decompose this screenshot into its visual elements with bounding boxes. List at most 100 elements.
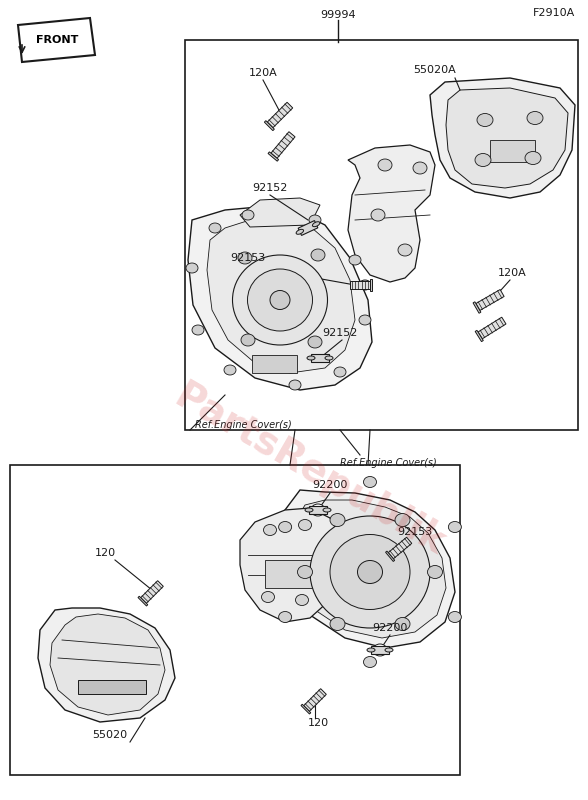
- Ellipse shape: [413, 162, 427, 174]
- Bar: [252, 355, 297, 373]
- Polygon shape: [446, 88, 568, 188]
- Text: 120: 120: [308, 718, 329, 728]
- Ellipse shape: [371, 209, 385, 221]
- Polygon shape: [271, 132, 295, 158]
- Text: 92152: 92152: [322, 328, 358, 338]
- Ellipse shape: [475, 154, 491, 166]
- Polygon shape: [207, 220, 355, 373]
- Polygon shape: [38, 608, 175, 722]
- Polygon shape: [475, 330, 483, 342]
- Ellipse shape: [330, 534, 410, 610]
- Text: 55020A: 55020A: [413, 65, 456, 75]
- Ellipse shape: [527, 111, 543, 125]
- Text: 92200: 92200: [372, 623, 407, 633]
- Ellipse shape: [296, 594, 309, 606]
- Text: 92152: 92152: [252, 183, 288, 193]
- Bar: [490, 140, 535, 162]
- Polygon shape: [473, 302, 481, 314]
- Ellipse shape: [398, 244, 412, 256]
- Ellipse shape: [307, 356, 315, 360]
- Polygon shape: [386, 551, 395, 562]
- Ellipse shape: [299, 519, 312, 530]
- Ellipse shape: [238, 252, 252, 264]
- Polygon shape: [476, 290, 504, 310]
- Polygon shape: [138, 596, 148, 606]
- Ellipse shape: [242, 210, 254, 220]
- Bar: [185, 40, 578, 430]
- Ellipse shape: [373, 644, 387, 656]
- Polygon shape: [240, 508, 345, 622]
- Ellipse shape: [305, 508, 313, 512]
- Text: 55020: 55020: [92, 730, 128, 740]
- Ellipse shape: [395, 514, 410, 526]
- Ellipse shape: [279, 522, 292, 533]
- Text: PartsRepublik: PartsRepublik: [168, 377, 452, 563]
- Ellipse shape: [270, 290, 290, 310]
- Ellipse shape: [279, 611, 292, 622]
- Polygon shape: [268, 102, 293, 128]
- Ellipse shape: [186, 263, 198, 273]
- Ellipse shape: [449, 611, 462, 622]
- Text: 120: 120: [95, 548, 116, 558]
- Ellipse shape: [241, 334, 255, 346]
- Polygon shape: [350, 281, 370, 289]
- Polygon shape: [388, 538, 412, 558]
- Ellipse shape: [263, 525, 276, 535]
- Ellipse shape: [334, 367, 346, 377]
- Ellipse shape: [449, 522, 462, 533]
- Text: FRONT: FRONT: [36, 35, 78, 45]
- Polygon shape: [290, 500, 446, 638]
- Polygon shape: [50, 614, 165, 715]
- Text: Ref.Engine Cover(s): Ref.Engine Cover(s): [195, 420, 292, 430]
- Text: 99994: 99994: [320, 10, 356, 20]
- Ellipse shape: [385, 648, 393, 652]
- Ellipse shape: [262, 591, 275, 602]
- Polygon shape: [309, 506, 327, 514]
- Ellipse shape: [330, 618, 345, 630]
- Ellipse shape: [311, 249, 325, 261]
- Text: 120A: 120A: [249, 68, 278, 78]
- Polygon shape: [301, 704, 310, 714]
- Ellipse shape: [525, 151, 541, 165]
- Polygon shape: [478, 317, 506, 339]
- Text: 92200: 92200: [312, 480, 348, 490]
- Ellipse shape: [349, 255, 361, 265]
- Polygon shape: [371, 646, 389, 654]
- Polygon shape: [370, 279, 372, 291]
- Ellipse shape: [224, 365, 236, 375]
- Polygon shape: [141, 581, 163, 603]
- Ellipse shape: [296, 230, 303, 234]
- Ellipse shape: [323, 508, 331, 512]
- Ellipse shape: [367, 648, 375, 652]
- Polygon shape: [298, 221, 318, 235]
- Ellipse shape: [209, 223, 221, 233]
- Ellipse shape: [289, 380, 301, 390]
- Text: 92153: 92153: [397, 527, 433, 537]
- Ellipse shape: [310, 516, 430, 628]
- Ellipse shape: [298, 566, 312, 578]
- Bar: [10, 465, 460, 775]
- Polygon shape: [280, 490, 455, 648]
- Bar: [265, 560, 327, 588]
- Ellipse shape: [363, 477, 376, 487]
- Polygon shape: [268, 152, 279, 161]
- Polygon shape: [188, 207, 372, 390]
- Ellipse shape: [192, 325, 204, 335]
- Bar: [78, 680, 146, 694]
- Polygon shape: [265, 121, 275, 130]
- Ellipse shape: [363, 657, 376, 667]
- Polygon shape: [240, 198, 320, 227]
- Ellipse shape: [395, 618, 410, 630]
- Polygon shape: [430, 78, 575, 198]
- Ellipse shape: [359, 315, 371, 325]
- Polygon shape: [311, 354, 329, 362]
- Text: 120A: 120A: [497, 268, 526, 278]
- Polygon shape: [303, 689, 326, 711]
- Ellipse shape: [311, 504, 325, 516]
- Text: 92153: 92153: [230, 253, 266, 263]
- Ellipse shape: [359, 280, 371, 290]
- Ellipse shape: [330, 514, 345, 526]
- Ellipse shape: [309, 215, 321, 225]
- Ellipse shape: [308, 336, 322, 348]
- Polygon shape: [348, 145, 435, 282]
